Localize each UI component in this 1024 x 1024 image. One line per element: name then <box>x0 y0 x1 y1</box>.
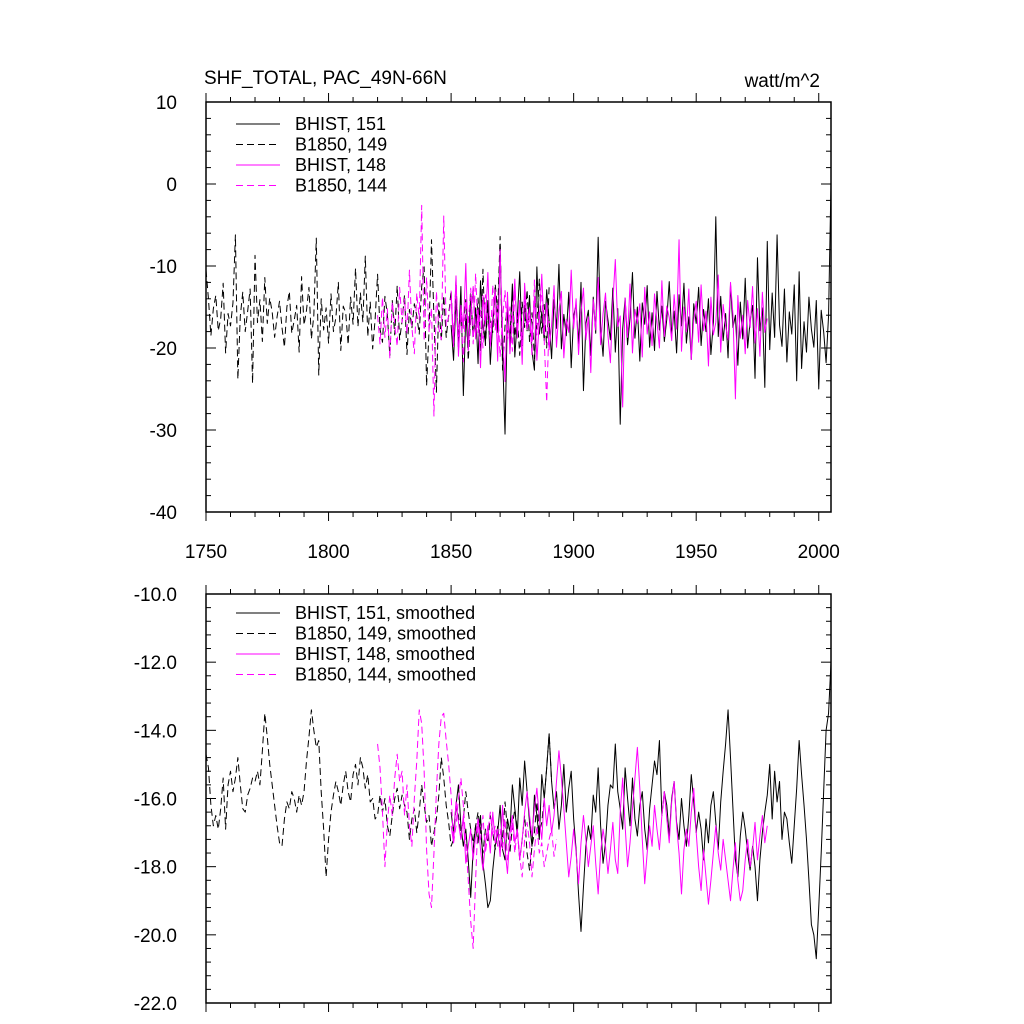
series-line-3 <box>450 239 768 408</box>
y-tick-label: -20 <box>150 339 177 360</box>
y-tick-label: -40 <box>150 503 177 524</box>
plot-title: SHF_TOTAL, PAC_49N-66N <box>204 68 447 89</box>
series-line-1 <box>450 661 831 960</box>
legend-label-3: BHIST, 148, smoothed <box>295 644 475 664</box>
y-tick-label: -12.0 <box>134 653 177 674</box>
y-tick-label: -10.0 <box>134 585 177 606</box>
units-label: watt/m^2 <box>744 71 820 92</box>
x-tick-label: 1850 <box>430 542 472 563</box>
legend-label-3: BHIST, 148 <box>295 155 386 175</box>
y-tick-label: -14.0 <box>134 721 177 742</box>
series-line-2 <box>206 709 553 878</box>
legend-label-4: B1850, 144, smoothed <box>295 665 476 685</box>
series-line-1 <box>450 181 831 435</box>
top-panel: 1750 1800 1850 1900 1950 2000 -40 -30 -20 -10 0 10 B… <box>150 93 840 563</box>
x-tick-label: 2000 <box>798 542 840 563</box>
x-tick-label: 1800 <box>307 542 349 563</box>
y-tick-label: -18.0 <box>134 858 177 879</box>
y-tick-label: -30 <box>150 421 177 442</box>
legend-label-1: BHIST, 151, smoothed <box>295 603 475 623</box>
x-tick-label: 1750 <box>185 542 227 563</box>
series-line-4 <box>377 204 550 417</box>
y-tick-label: 10 <box>156 93 177 114</box>
x-tick-label: 1950 <box>675 542 717 563</box>
x-tick-label: 1900 <box>553 542 595 563</box>
y-tick-label: -20.0 <box>134 926 177 947</box>
y-tick-label: -16.0 <box>134 790 177 811</box>
legend-label-4: B1850, 144 <box>295 176 387 196</box>
y-tick-label: -22.0 <box>134 994 177 1015</box>
plot-frame <box>205 101 832 513</box>
series-line-3 <box>450 746 768 905</box>
legend-label-2: B1850, 149 <box>295 135 387 155</box>
legend-label-2: B1850, 149, smoothed <box>295 624 476 644</box>
bottom-panel: -22.0 -20.0 -18.0 -16.0 -14.0 -12.0 -10.0 BHIST… <box>134 585 832 1015</box>
legend-label-1: BHIST, 151 <box>295 114 386 134</box>
y-tick-label: -10 <box>150 257 177 278</box>
y-tick-label: 0 <box>166 175 177 196</box>
series-line-4 <box>377 709 557 949</box>
